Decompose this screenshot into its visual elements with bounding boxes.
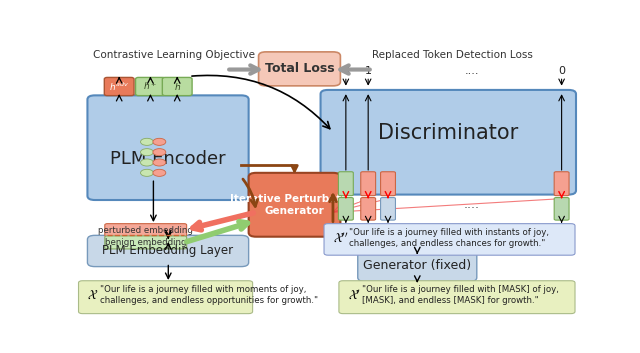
FancyBboxPatch shape [339, 281, 575, 313]
Text: Iterative Perturbation
Generator: Iterative Perturbation Generator [230, 194, 359, 216]
Text: $h^{adv}$: $h^{adv}$ [109, 80, 129, 93]
Circle shape [141, 159, 154, 166]
FancyBboxPatch shape [136, 77, 165, 96]
Text: 0: 0 [342, 66, 349, 76]
Text: 1: 1 [365, 66, 372, 76]
Text: perturbed embedding: perturbed embedding [99, 226, 193, 235]
FancyBboxPatch shape [105, 236, 187, 249]
Text: ....: .... [464, 198, 480, 211]
FancyBboxPatch shape [88, 95, 248, 200]
Text: "Our life is a journey filled with [MASK] of joy,
[MASK], and endless [MASK] for: "Our life is a journey filled with [MASK… [362, 285, 559, 305]
Circle shape [153, 169, 166, 176]
FancyBboxPatch shape [137, 127, 174, 180]
FancyBboxPatch shape [554, 172, 569, 196]
Text: Generator (fixed): Generator (fixed) [364, 259, 471, 273]
Text: $\mathcal{X}'$: $\mathcal{X}'$ [348, 288, 361, 302]
Text: Discriminator: Discriminator [378, 122, 518, 143]
Circle shape [153, 149, 166, 156]
FancyBboxPatch shape [259, 52, 340, 86]
Text: ....: .... [465, 66, 479, 76]
Text: benign embedding: benign embedding [105, 238, 186, 247]
Text: $\mathcal{X}$: $\mathcal{X}$ [88, 288, 99, 301]
Text: "Our life is a journey filled with instants of joy,
challenges, and endless chan: "Our life is a journey filled with insta… [349, 228, 549, 248]
Text: $h$: $h$ [173, 81, 180, 92]
Text: PLM Embedding Layer: PLM Embedding Layer [102, 245, 234, 257]
Circle shape [141, 138, 154, 145]
FancyBboxPatch shape [88, 235, 248, 267]
Text: 0: 0 [558, 66, 565, 76]
FancyBboxPatch shape [163, 77, 192, 96]
FancyBboxPatch shape [381, 198, 396, 220]
Circle shape [141, 149, 154, 156]
Circle shape [153, 138, 166, 145]
FancyBboxPatch shape [248, 173, 340, 237]
Circle shape [141, 169, 154, 176]
FancyBboxPatch shape [339, 172, 353, 196]
Text: PLM Encoder: PLM Encoder [110, 150, 226, 168]
Text: Total Loss: Total Loss [265, 62, 334, 75]
FancyBboxPatch shape [361, 198, 376, 220]
FancyBboxPatch shape [321, 90, 576, 195]
FancyBboxPatch shape [104, 77, 134, 96]
FancyBboxPatch shape [554, 198, 569, 220]
Text: Replaced Token Detection Loss: Replaced Token Detection Loss [372, 49, 532, 60]
FancyBboxPatch shape [105, 224, 187, 237]
Text: Contrastive Learning Objective: Contrastive Learning Objective [93, 49, 255, 60]
Text: $h^+$: $h^+$ [143, 81, 157, 92]
FancyBboxPatch shape [358, 250, 477, 282]
FancyBboxPatch shape [79, 281, 253, 313]
FancyBboxPatch shape [339, 198, 353, 220]
FancyBboxPatch shape [324, 224, 575, 255]
Text: "Our life is a journey filled with moments of joy,
challenges, and endless oppor: "Our life is a journey filled with momen… [100, 285, 318, 305]
Text: $\mathcal{X}^{\prime\prime}$: $\mathcal{X}^{\prime\prime}$ [333, 231, 348, 245]
Circle shape [153, 159, 166, 166]
FancyBboxPatch shape [361, 172, 376, 196]
FancyBboxPatch shape [381, 172, 396, 196]
